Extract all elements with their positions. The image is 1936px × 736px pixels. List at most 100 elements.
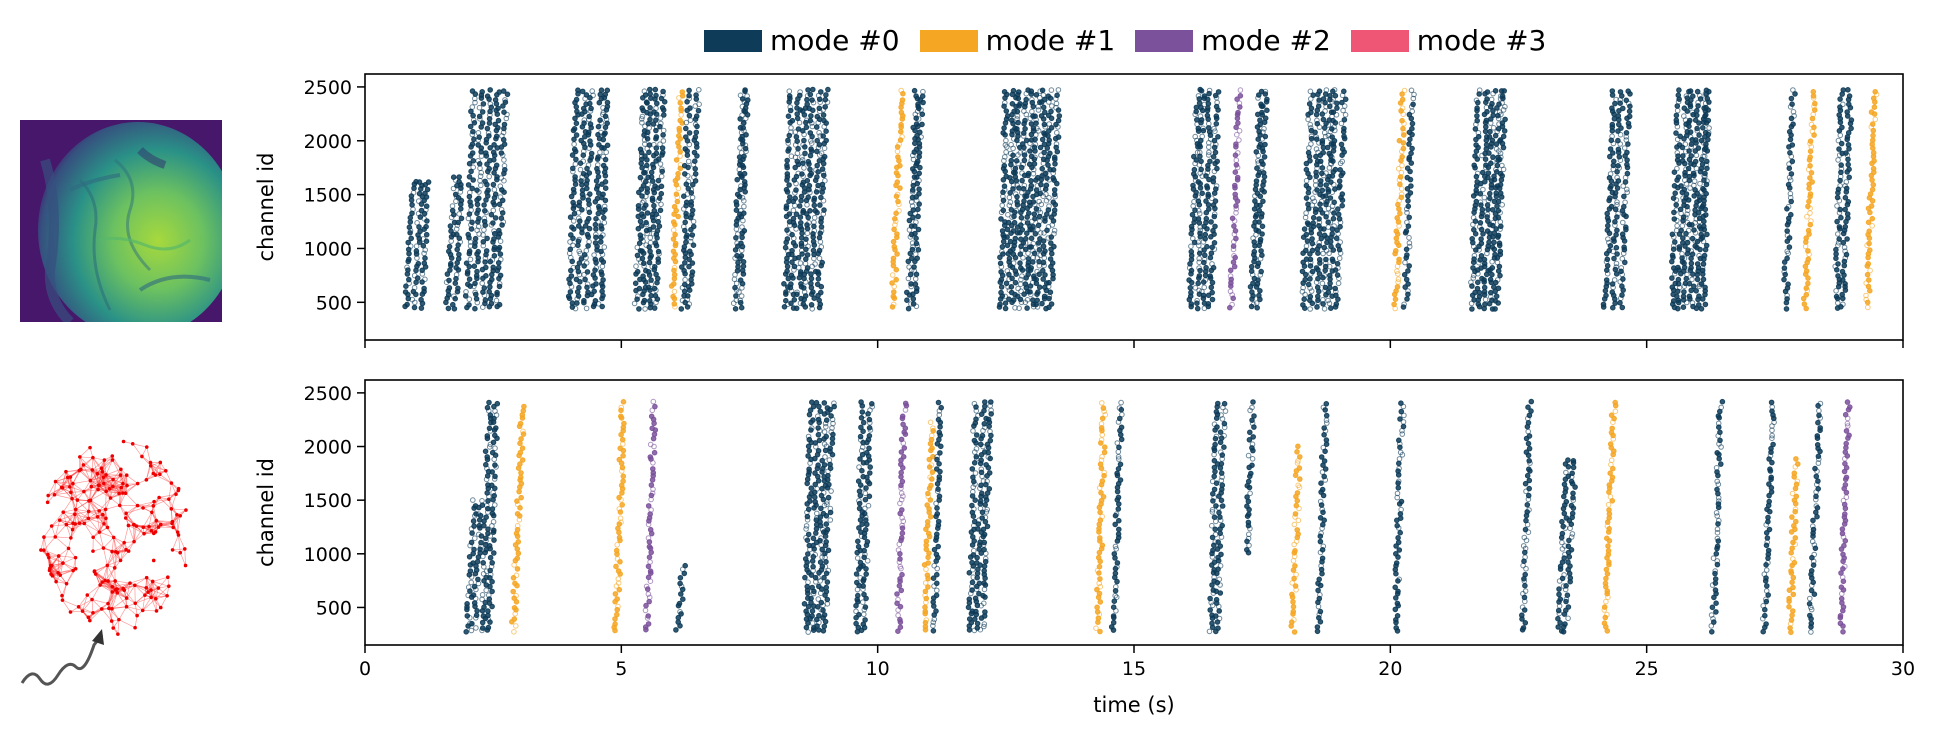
spike-point-mode-0 <box>1018 265 1024 271</box>
spike-point-mode-0 <box>1252 186 1259 193</box>
spike-point-mode-0 <box>911 264 917 270</box>
spike-point-mode-0 <box>658 183 665 190</box>
spike-point-mode-0 <box>1307 293 1314 300</box>
spike-point-mode-0 <box>573 120 580 127</box>
spike-point-mode-0 <box>796 203 803 209</box>
spike-point-mode-0 <box>584 177 590 184</box>
spike-point-mode-0 <box>806 105 813 112</box>
spike-point-mode-0 <box>1681 113 1687 119</box>
spike-point-mode-0 <box>1625 88 1631 94</box>
spike-point-mode-0 <box>570 199 576 206</box>
spike-point-mode-0 <box>1680 293 1687 300</box>
spike-point-mode-0 <box>484 93 491 99</box>
spike-point-mode-0 <box>658 173 665 180</box>
spike-point-mode-0 <box>822 96 829 103</box>
spike-point-mode-0 <box>1253 149 1260 155</box>
spike-point-mode-0 <box>601 244 608 250</box>
spike-point-mode-0 <box>913 240 920 247</box>
spike-point-mode-0 <box>1319 138 1326 144</box>
spike-point-mode-1 <box>677 100 684 106</box>
spike-point-mode-0 <box>567 289 574 295</box>
legend-item-mode-0: mode #0 <box>704 24 900 57</box>
spike-point-mode-0 <box>483 150 489 156</box>
spike-point-mode-2 <box>1233 141 1239 147</box>
spike-point-mode-0 <box>646 142 653 148</box>
spike-point-mode-0 <box>1033 132 1039 138</box>
spike-point-mode-0 <box>1040 92 1047 98</box>
spike-point-mode-0 <box>692 171 699 177</box>
spike-point-mode-0 <box>1611 277 1618 283</box>
spike-point-mode-0 <box>1620 219 1626 226</box>
spike-point-mode-0 <box>1303 182 1310 189</box>
spike-point-mode-1 <box>1399 96 1406 103</box>
spike-point-mode-0 <box>908 281 914 287</box>
spike-point-mode-0 <box>1694 244 1700 251</box>
spike-point-mode-0 <box>581 297 587 304</box>
spike-point-mode-0 <box>1196 250 1203 257</box>
spike-point-mode-0 <box>501 121 508 128</box>
spike-point-mode-0 <box>1625 120 1632 127</box>
spike-point-mode-0 <box>474 187 480 193</box>
spike-point-mode-0 <box>1045 93 1052 99</box>
spike-point-mode-0 <box>1603 292 1609 299</box>
spike-point-mode-0 <box>1045 162 1051 168</box>
spike-point-mode-0 <box>1674 223 1680 229</box>
spike-point-mode-0 <box>1207 158 1213 165</box>
spike-point-mode-0 <box>483 248 490 254</box>
spike-point-mode-0 <box>1014 199 1020 205</box>
chart-legend: mode #0 mode #1 mode #2 mode #3 <box>704 24 1566 57</box>
spike-point-mode-0 <box>1484 228 1491 234</box>
spike-point-mode-0 <box>638 223 645 229</box>
spike-point-mode-0 <box>465 281 471 288</box>
spike-point-mode-0 <box>808 302 815 308</box>
network-edge <box>146 446 151 463</box>
spike-point-mode-0 <box>679 264 685 270</box>
spike-point-mode-0 <box>1041 149 1047 156</box>
spike-point-mode-0 <box>998 289 1004 296</box>
spike-point-mode-0 <box>1264 96 1270 103</box>
spike-point-mode-0 <box>1410 101 1416 108</box>
network-edge <box>79 511 89 524</box>
spike-point-mode-0 <box>683 199 690 206</box>
spike-point-mode-0 <box>639 248 645 254</box>
network-edge <box>51 525 56 537</box>
spike-point-mode-0 <box>1025 170 1032 177</box>
spike-point-mode-0 <box>1018 236 1024 242</box>
spike-point-mode-0 <box>446 243 453 250</box>
spike-point-mode-1 <box>670 293 676 300</box>
spike-point-mode-0 <box>801 137 807 144</box>
spike-point-mode-0 <box>1000 207 1007 214</box>
network-edge <box>126 583 131 599</box>
spike-point-mode-0 <box>820 112 827 118</box>
spike-point-mode-0 <box>1019 227 1026 233</box>
spike-point-mode-0 <box>1316 256 1323 263</box>
network-edge <box>59 563 64 576</box>
spike-point-mode-0 <box>1681 260 1687 267</box>
spike-point-mode-0 <box>1495 207 1502 214</box>
spike-point-mode-0 <box>1040 238 1047 244</box>
spike-point-mode-0 <box>575 223 582 229</box>
spike-point-mode-1 <box>676 125 683 132</box>
spike-point-mode-0 <box>496 89 503 95</box>
spike-point-mode-0 <box>1328 179 1334 185</box>
spike-point-mode-0 <box>1624 149 1630 156</box>
spike-point-mode-0 <box>651 202 657 209</box>
spike-point-mode-1 <box>670 227 677 233</box>
spike-point-mode-0 <box>1481 194 1488 201</box>
spike-point-mode-0 <box>446 277 452 284</box>
spike-point-mode-0 <box>1612 190 1619 196</box>
spike-point-mode-0 <box>1314 187 1320 193</box>
spike-point-mode-0 <box>682 219 689 226</box>
spike-point-mode-0 <box>682 171 688 177</box>
spike-point-mode-0 <box>1001 125 1007 131</box>
spike-point-mode-0 <box>571 146 578 153</box>
spike-point-mode-1 <box>1397 210 1403 217</box>
spike-point-mode-0 <box>486 288 493 295</box>
spike-point-mode-0 <box>693 129 700 136</box>
spike-point-mode-0 <box>1687 101 1693 108</box>
spike-point-mode-0 <box>651 285 658 292</box>
spike-point-mode-1 <box>895 154 901 160</box>
spike-point-mode-1 <box>1397 181 1403 188</box>
spike-point-mode-0 <box>1205 105 1211 111</box>
spike-point-mode-0 <box>735 231 741 237</box>
